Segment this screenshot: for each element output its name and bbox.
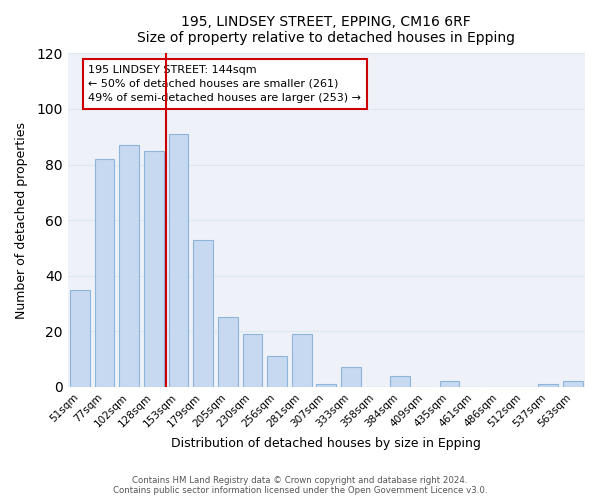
Bar (169, 134, 188, 387)
Bar (292, 334, 311, 387)
Bar (95, 159, 115, 387)
X-axis label: Distribution of detached houses by size in Epping: Distribution of detached houses by size … (172, 437, 481, 450)
Bar (391, 376, 410, 387)
Bar (440, 382, 460, 387)
Y-axis label: Number of detached properties: Number of detached properties (15, 122, 28, 318)
Bar (70, 290, 90, 387)
Bar (218, 318, 238, 387)
Bar (563, 382, 583, 387)
Bar (144, 150, 164, 387)
Bar (316, 384, 336, 387)
Text: 195 LINDSEY STREET: 144sqm
← 50% of detached houses are smaller (261)
49% of sem: 195 LINDSEY STREET: 144sqm ← 50% of deta… (88, 65, 361, 103)
Title: 195, LINDSEY STREET, EPPING, CM16 6RF
Size of property relative to detached hous: 195, LINDSEY STREET, EPPING, CM16 6RF Si… (137, 15, 515, 45)
Bar (538, 384, 558, 387)
Bar (341, 368, 361, 387)
Bar (193, 240, 213, 387)
Bar (267, 356, 287, 387)
Text: Contains HM Land Registry data © Crown copyright and database right 2024.
Contai: Contains HM Land Registry data © Crown c… (113, 476, 487, 495)
Bar (119, 145, 139, 387)
Bar (242, 334, 262, 387)
